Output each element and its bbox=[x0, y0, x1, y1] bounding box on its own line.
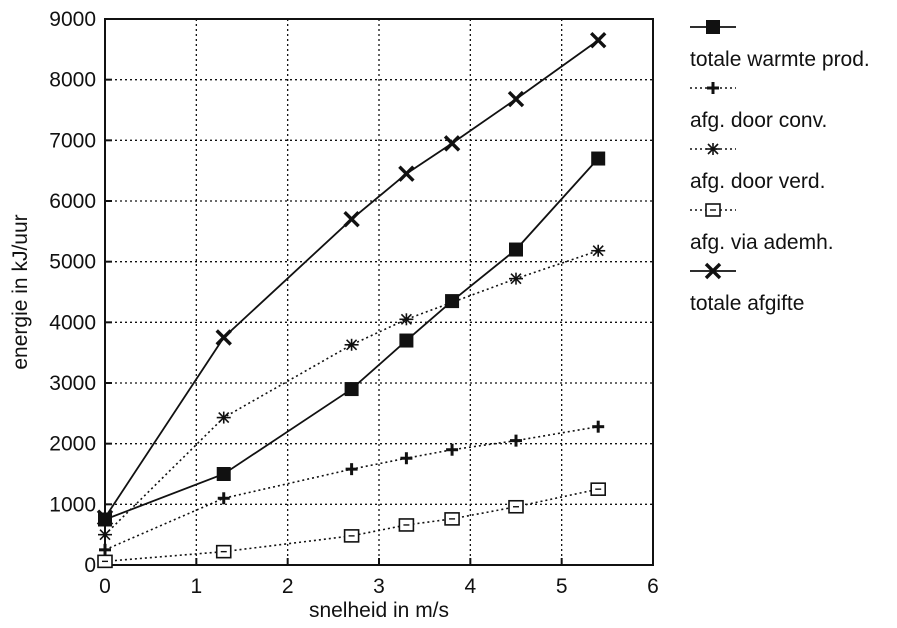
y-tick-label: 8000 bbox=[49, 69, 96, 92]
data-point bbox=[398, 518, 415, 532]
series-afg-via-ademh bbox=[97, 482, 607, 569]
data-point bbox=[400, 452, 413, 465]
data-point bbox=[344, 382, 359, 397]
legend-marker bbox=[704, 262, 722, 280]
data-point bbox=[509, 272, 523, 285]
series-line bbox=[104, 488, 599, 563]
data-point bbox=[399, 313, 414, 326]
data-point bbox=[589, 32, 607, 49]
x-tick-label: 5 bbox=[556, 575, 568, 598]
y-tick-label: 1000 bbox=[49, 493, 96, 516]
legend-label: afg. via ademh. bbox=[690, 231, 834, 254]
grid bbox=[105, 19, 653, 565]
legend: totale warmte prod. afg. door conv. afg. d… bbox=[684, 14, 889, 319]
legend-marker bbox=[707, 82, 719, 94]
y-tick-label: 2000 bbox=[49, 433, 96, 456]
series-afg-door-verd bbox=[98, 244, 606, 541]
data-point bbox=[97, 554, 113, 569]
legend-item-totale-warmte-prod: totale warmte prod. bbox=[684, 14, 889, 75]
x-tick-label: 6 bbox=[647, 575, 659, 598]
data-point bbox=[345, 463, 358, 476]
legend-marker bbox=[706, 143, 720, 155]
data-point bbox=[509, 242, 523, 257]
legend-symbol bbox=[690, 143, 736, 155]
y-tick-label: 5000 bbox=[49, 251, 96, 274]
series-line bbox=[104, 249, 599, 536]
legend-label: totale warmte prod. bbox=[690, 48, 870, 71]
x-tick-label: 3 bbox=[373, 575, 385, 598]
data-point bbox=[398, 165, 415, 182]
y-tick-label: 6000 bbox=[49, 190, 96, 213]
data-point bbox=[343, 529, 360, 543]
y-tick-label: 7000 bbox=[49, 129, 96, 152]
legend-item-afg-via-ademh: afg. via ademh. bbox=[684, 197, 889, 258]
data-point bbox=[399, 333, 414, 348]
data-point bbox=[343, 210, 360, 228]
data-point bbox=[344, 338, 359, 351]
series-totale-afgifte bbox=[96, 32, 607, 526]
legend-symbol bbox=[690, 203, 736, 217]
data-point bbox=[591, 151, 606, 166]
data-point bbox=[96, 509, 114, 526]
legend-item-afg-door-conv: afg. door conv. bbox=[684, 75, 889, 136]
data-point bbox=[443, 135, 461, 152]
data-point bbox=[215, 329, 232, 346]
legend-label: totale afgifte bbox=[690, 292, 805, 315]
x-tick-label: 2 bbox=[282, 575, 294, 598]
y-tick-label: 9000 bbox=[49, 8, 96, 31]
y-tick-label: 0 bbox=[84, 554, 96, 577]
data-point bbox=[99, 543, 111, 556]
series-afg-door-conv bbox=[99, 420, 605, 556]
data-point bbox=[510, 434, 522, 447]
x-tick-label: 0 bbox=[99, 575, 111, 598]
data-point bbox=[590, 482, 607, 496]
legend-marker bbox=[706, 20, 720, 34]
legend-symbol bbox=[690, 20, 736, 34]
y-axis-label: energie in kJ/uur bbox=[9, 214, 32, 369]
legend-symbol bbox=[690, 82, 736, 94]
legend-label: afg. door conv. bbox=[690, 109, 828, 132]
data-point bbox=[217, 492, 230, 505]
data-point bbox=[508, 499, 524, 514]
x-tick-label: 4 bbox=[464, 575, 476, 598]
legend-symbol bbox=[690, 262, 736, 280]
data-point bbox=[216, 411, 231, 424]
data-point bbox=[216, 467, 231, 481]
data-point bbox=[592, 420, 605, 433]
data-point bbox=[445, 294, 460, 309]
data-point bbox=[98, 528, 112, 541]
x-axis-label: snelheid in m/s bbox=[309, 599, 449, 622]
y-tick-label: 3000 bbox=[49, 372, 96, 395]
data-point bbox=[444, 512, 460, 526]
legend-item-totale-afgifte: totale afgifte bbox=[684, 258, 889, 319]
x-tick-label: 1 bbox=[190, 575, 202, 598]
data-point bbox=[446, 443, 459, 456]
legend-item-afg-door-verd: afg. door verd. bbox=[684, 136, 889, 197]
legend-label: afg. door verd. bbox=[690, 170, 826, 193]
data-point bbox=[591, 244, 606, 257]
data-point bbox=[215, 544, 232, 559]
y-tick-label: 4000 bbox=[49, 311, 96, 334]
data-point bbox=[507, 90, 525, 108]
legend-marker bbox=[705, 203, 721, 217]
series-line bbox=[104, 39, 599, 519]
